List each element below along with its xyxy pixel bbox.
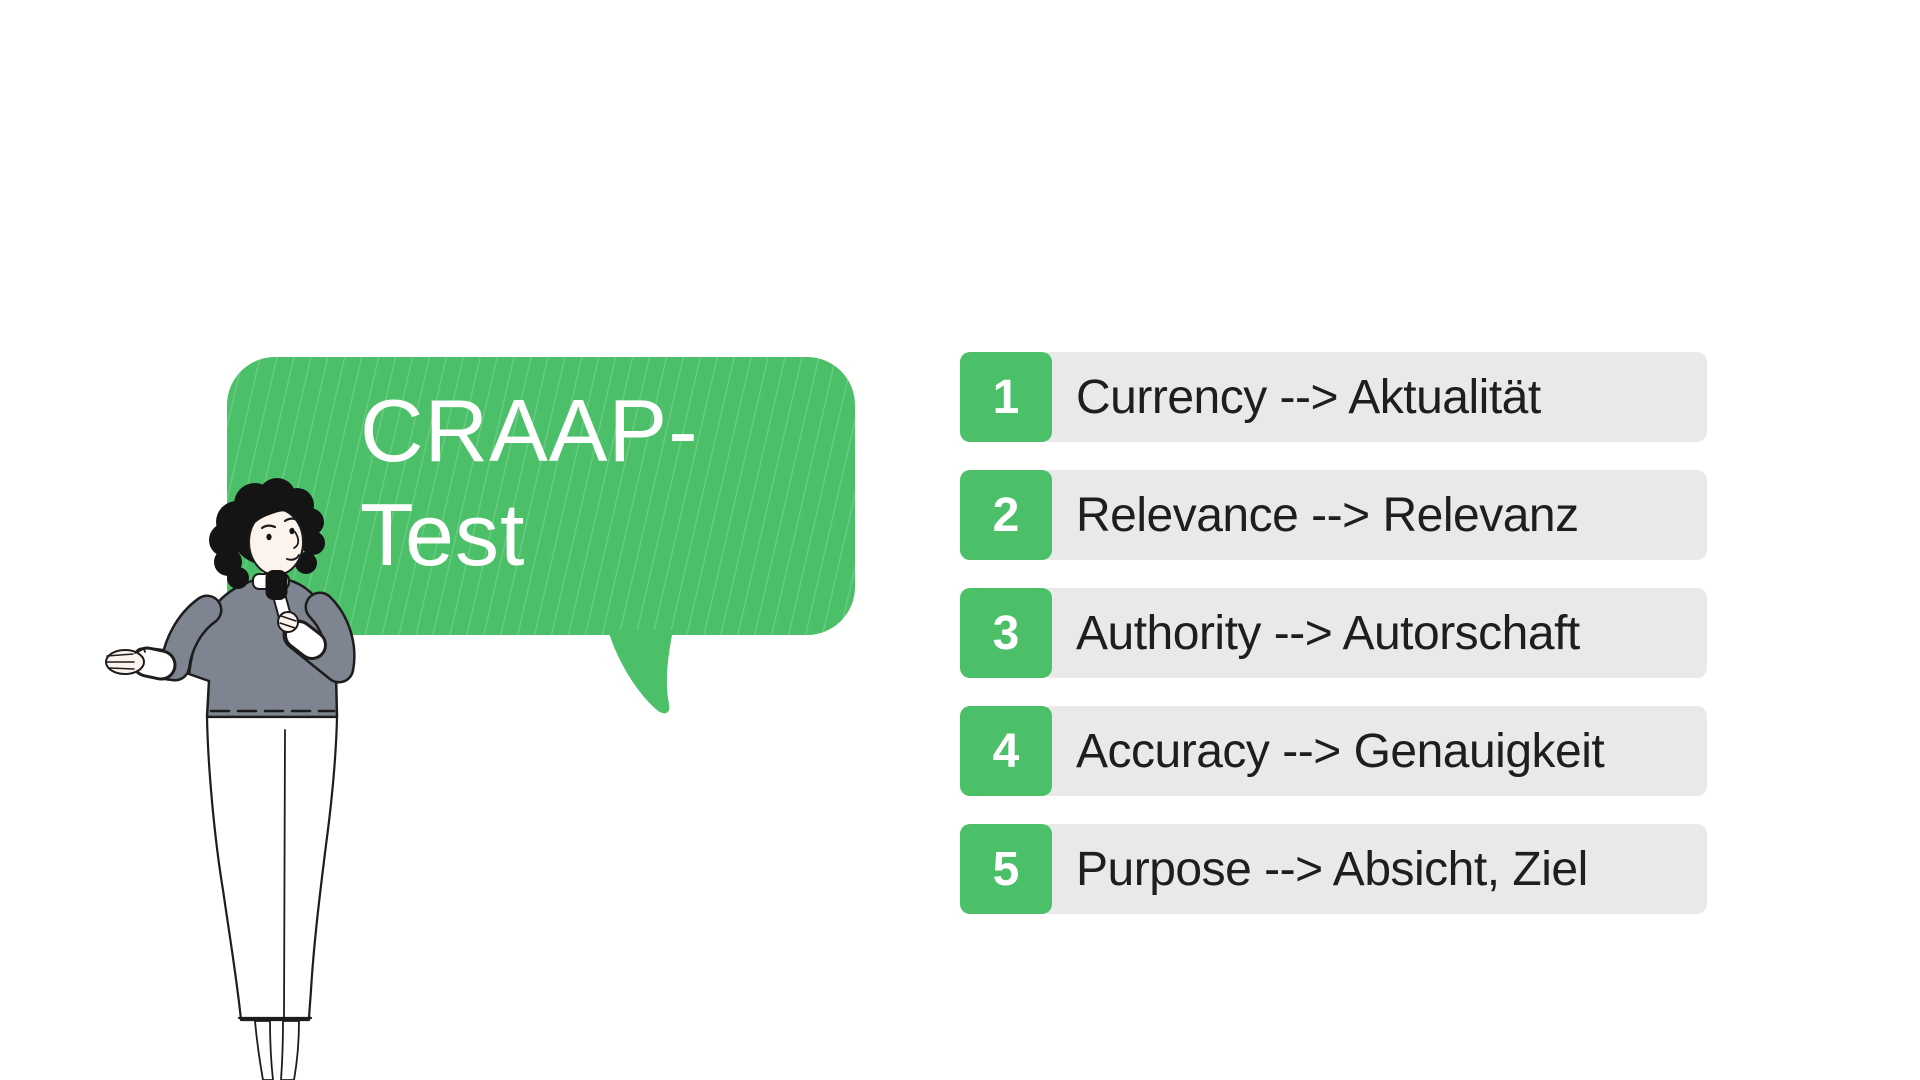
item-number-badge: 5 <box>960 824 1052 914</box>
slide-title-line-1: CRAAP- <box>360 381 699 480</box>
item-bar: Purpose --> Absicht, Ziel <box>1040 824 1707 914</box>
slide-title: CRAAP- Test <box>360 379 699 587</box>
slide-title-line-2: Test <box>360 485 526 584</box>
item-bar: Currency --> Aktualität <box>1040 352 1707 442</box>
craap-criteria-list: Currency --> Aktualität 1 Relevance --> … <box>960 352 1707 942</box>
presenter-with-microphone-illustration <box>105 478 356 1080</box>
list-item: Relevance --> Relevanz 2 <box>960 470 1707 560</box>
item-label: Accuracy --> Genauigkeit <box>1076 724 1605 778</box>
item-label: Relevance --> Relevanz <box>1076 488 1579 542</box>
list-item: Purpose --> Absicht, Ziel 5 <box>960 824 1707 914</box>
item-number-badge: 1 <box>960 352 1052 442</box>
item-bar: Authority --> Autorschaft <box>1040 588 1707 678</box>
speech-bubble-tail <box>608 630 673 714</box>
list-item: Accuracy --> Genauigkeit 4 <box>960 706 1707 796</box>
item-bar: Accuracy --> Genauigkeit <box>1040 706 1707 796</box>
speech-bubble: CRAAP- Test <box>227 357 855 635</box>
item-bar: Relevance --> Relevanz <box>1040 470 1707 560</box>
item-label: Authority --> Autorschaft <box>1076 606 1580 660</box>
list-item: Currency --> Aktualität 1 <box>960 352 1707 442</box>
item-number-badge: 3 <box>960 588 1052 678</box>
item-label: Currency --> Aktualität <box>1076 370 1541 424</box>
list-item: Authority --> Autorschaft 3 <box>960 588 1707 678</box>
item-number-badge: 2 <box>960 470 1052 560</box>
item-label: Purpose --> Absicht, Ziel <box>1076 842 1588 896</box>
item-number-badge: 4 <box>960 706 1052 796</box>
